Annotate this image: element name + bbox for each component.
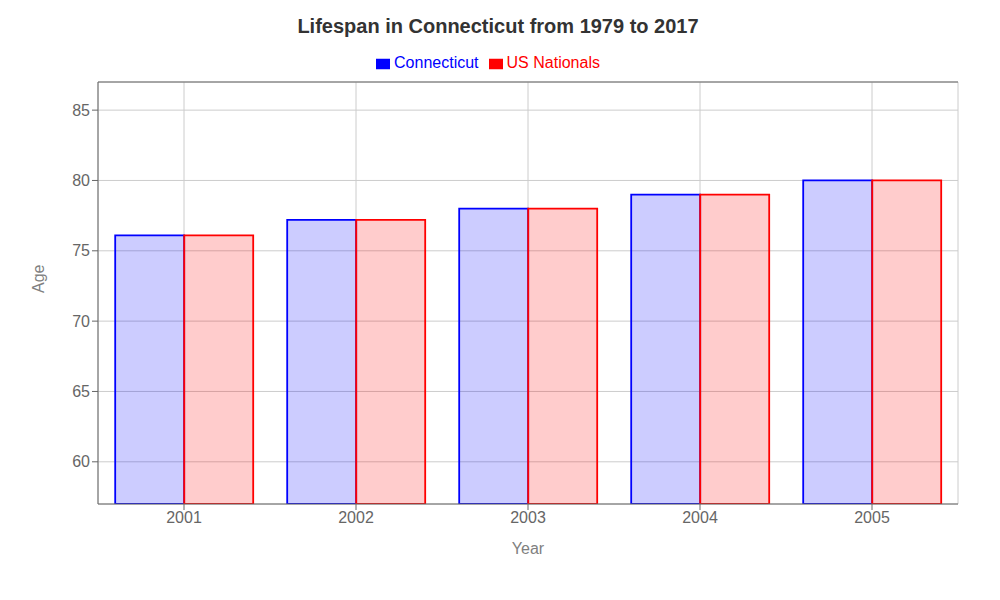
svg-text:65: 65: [72, 383, 90, 400]
svg-text:70: 70: [72, 313, 90, 330]
svg-text:2004: 2004: [682, 509, 718, 526]
svg-text:2003: 2003: [510, 509, 546, 526]
html-text:Connecticut: Connecticut: [394, 54, 479, 71]
html-text:US Nationals: US Nationals: [506, 54, 600, 71]
svg-text:60: 60: [72, 453, 90, 470]
svg-text:Year: Year: [512, 540, 545, 557]
svg-text:85: 85: [72, 102, 90, 119]
svg-text:80: 80: [72, 172, 90, 189]
svg-text:2002: 2002: [338, 509, 374, 526]
svg-text:2005: 2005: [854, 509, 890, 526]
html-text:Lifespan in Connecticut from 1: Lifespan in Connecticut from 1979 to 201…: [297, 15, 699, 37]
svg-text:Age: Age: [30, 264, 47, 293]
svg-text:2001: 2001: [166, 509, 202, 526]
svg-text:75: 75: [72, 242, 90, 259]
